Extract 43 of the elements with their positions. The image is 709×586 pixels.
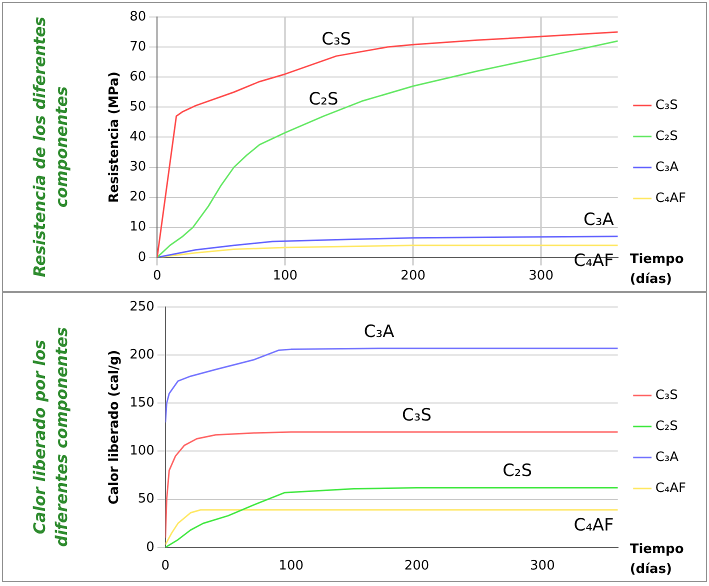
y-tick-label: 10 — [130, 220, 146, 235]
y-tick-label: 200 — [130, 347, 154, 362]
text: Resistencia de los diferentes componentes — [29, 16, 72, 280]
y-axis-title: Calor liberado (cal/g) — [107, 350, 122, 504]
y-tick-label: 100 — [130, 444, 154, 459]
x-tick-label: 200 — [404, 558, 430, 574]
x-tick-label: 100 — [278, 558, 304, 574]
legend-label: C₃S — [655, 98, 678, 113]
x-axis-title: Tiempo (días) — [630, 542, 684, 577]
y-tick-label: 60 — [130, 69, 146, 84]
annotation: C₂S — [308, 90, 338, 110]
text: Calor liberado por los diferentes componentes — [29, 326, 72, 549]
legend-label: C₂S — [655, 418, 678, 434]
annotation: C₃S — [322, 29, 352, 50]
x-tick-label: 200 — [400, 268, 426, 284]
y-tick-label: 30 — [130, 160, 146, 175]
y-tick-label: 80 — [130, 9, 146, 24]
y-tick-label: 70 — [130, 39, 146, 54]
y-tick-label: 250 — [130, 299, 154, 314]
y-tick-label: 20 — [130, 190, 146, 205]
annotation: C₂S — [502, 461, 532, 482]
y-tick-label: 50 — [130, 100, 146, 115]
annotation: C₃A — [584, 210, 614, 230]
legend-label: C₄AF — [655, 480, 686, 496]
x-tick-label: 0 — [161, 558, 170, 574]
x-tick-label: 300 — [530, 558, 555, 574]
annotation: C₃A — [364, 322, 395, 342]
y-tick-label: 0 — [146, 540, 154, 555]
legend-label: C₃S — [655, 388, 678, 403]
annotation: C₄AF — [574, 515, 614, 536]
y-tick-label: 50 — [138, 492, 154, 507]
x-axis-title: Tiempo (días) — [630, 252, 684, 287]
y-tick-label: 150 — [130, 396, 154, 411]
legend-label: C₃A — [655, 160, 679, 175]
x-tick-label: 300 — [528, 268, 554, 284]
y-axis-title: Resistencia (MPa) — [107, 72, 122, 203]
y-tick-label: 0 — [138, 250, 146, 265]
legend-label: C₃A — [655, 450, 679, 465]
x-tick-label: 100 — [272, 268, 298, 284]
legend-label: C₄AF — [655, 190, 686, 206]
annotation: C₃S — [402, 405, 432, 426]
y-tick-label: 40 — [130, 130, 146, 145]
legend-label: C₂S — [655, 128, 678, 144]
